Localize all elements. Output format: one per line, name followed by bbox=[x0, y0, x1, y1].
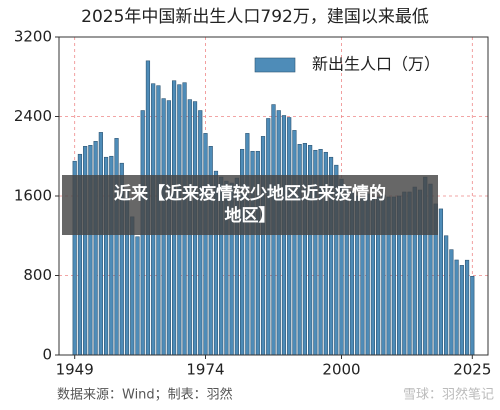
bar bbox=[266, 118, 271, 356]
y-tick-label: 800 bbox=[23, 266, 52, 284]
banner-text: 近来【近来疫情较少地区近来疫情的地区】 bbox=[114, 184, 386, 226]
legend-swatch bbox=[254, 57, 296, 73]
y-tick-label: 1600 bbox=[14, 187, 52, 205]
bar bbox=[281, 115, 287, 356]
y-tick-label: 2400 bbox=[14, 107, 52, 125]
x-tick-label: 1974 bbox=[186, 361, 224, 379]
bar bbox=[449, 249, 454, 356]
bar bbox=[292, 130, 297, 356]
x-tick-label: 1949 bbox=[56, 361, 94, 379]
x-tick-label: 2000 bbox=[322, 361, 360, 379]
bar bbox=[93, 141, 98, 356]
bar bbox=[444, 235, 449, 356]
bar bbox=[470, 275, 475, 356]
banner: 近来【近来疫情较少地区近来疫情的地区】 bbox=[62, 175, 438, 235]
bar bbox=[459, 265, 464, 356]
bar bbox=[438, 208, 444, 356]
x-tick-label: 2025 bbox=[453, 361, 491, 379]
source-note: 数据来源：Wind；制表：羽然 bbox=[57, 387, 233, 403]
bar bbox=[454, 259, 459, 356]
bar bbox=[260, 136, 266, 356]
y-tick-label: 3200 bbox=[14, 28, 52, 46]
bar bbox=[135, 236, 140, 356]
plot-frame bbox=[58, 36, 489, 356]
bar bbox=[98, 132, 103, 356]
watermark: 雪球：羽然笔记 bbox=[403, 387, 494, 403]
bar bbox=[203, 133, 208, 356]
legend-label: 新出生人口（万） bbox=[312, 55, 440, 74]
chart-title: 2025年中国新出生人口792万，建国以来最低 bbox=[81, 7, 429, 27]
bar bbox=[114, 138, 119, 356]
bar bbox=[464, 259, 470, 356]
y-tick-label: 0 bbox=[42, 346, 52, 364]
bar bbox=[287, 117, 292, 356]
bar bbox=[245, 133, 250, 356]
bar bbox=[130, 216, 135, 356]
